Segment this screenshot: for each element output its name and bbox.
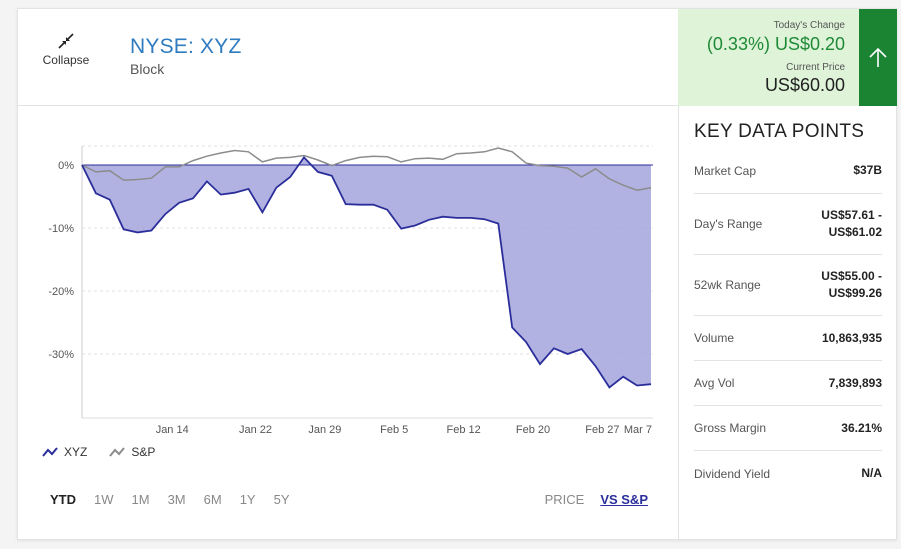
kdp-value: 7,839,893 bbox=[828, 375, 882, 390]
kdp-label: Dividend Yield bbox=[694, 466, 771, 481]
kdp-value: 36.21% bbox=[841, 420, 882, 435]
performance-chart: 0% -10% -20% -30% Jan 14 Jan 22 Jan 29 Feb 5 Feb… bbox=[48, 145, 653, 436]
y-tick-label: -20% bbox=[48, 286, 74, 298]
range-3m[interactable]: 3M bbox=[167, 492, 186, 507]
kdp-value: N/A bbox=[861, 466, 882, 480]
y-tick-label: -30% bbox=[48, 349, 74, 361]
legend-sp-label: S&P bbox=[131, 445, 156, 459]
legend-item-sp: S&P bbox=[109, 445, 155, 459]
x-tick-label: Feb 5 bbox=[380, 424, 408, 436]
stock-header: Collapse NYSE: XYZ Block bbox=[18, 9, 678, 106]
arrow-up-icon bbox=[869, 47, 887, 67]
x-tick-label: Feb 12 bbox=[447, 424, 481, 436]
kdp-label: Volume bbox=[694, 331, 735, 345]
kdp-label: Gross Margin bbox=[694, 421, 767, 435]
ticker-symbol: NYSE: XYZ bbox=[130, 35, 242, 58]
kdp-value: US$57.61 - US$61.02 bbox=[821, 208, 882, 239]
x-tick-label: Mar 7 bbox=[624, 424, 652, 436]
todays-change-value: (0.33%) US$0.20 bbox=[706, 34, 845, 54]
kdp-row-gross-margin: Gross Margin 36.21% bbox=[694, 406, 882, 451]
xyz-series-line bbox=[81, 155, 652, 389]
x-tick-label: Feb 20 bbox=[516, 424, 550, 436]
range-1w[interactable]: 1W bbox=[94, 492, 114, 507]
legend-sp-icon bbox=[109, 447, 126, 457]
current-price-label: Current Price bbox=[786, 62, 845, 73]
range-5y[interactable]: 5Y bbox=[273, 492, 290, 507]
y-tick-label: -10% bbox=[48, 223, 74, 235]
range-6m[interactable]: 6M bbox=[203, 492, 222, 507]
kdp-row-52wk-range: 52wk Range US$55.00 - US$99.26 bbox=[694, 255, 882, 316]
company-name: Block bbox=[130, 61, 165, 77]
mode-price[interactable]: PRICE bbox=[544, 492, 585, 507]
key-data-points: KEY DATA POINTS Market Cap $37B Day's Ra… bbox=[678, 106, 897, 541]
kdp-row-days-range: Day's Range US$57.61 - US$61.02 bbox=[694, 194, 882, 255]
chart-mode-selector: PRICE VS S&P bbox=[529, 492, 648, 507]
todays-change-panel: Today's Change (0.33%) US$0.20 Current P… bbox=[678, 9, 859, 106]
collapse-label: Collapse bbox=[42, 53, 90, 67]
collapse-icon bbox=[58, 33, 74, 49]
kdp-value: 10,863,935 bbox=[821, 330, 882, 345]
kdp-label: Day's Range bbox=[694, 217, 763, 231]
kdp-row-avg-vol: Avg Vol 7,839,893 bbox=[694, 361, 882, 406]
todays-change-label: Today's Change bbox=[773, 20, 845, 31]
kdp-row-market-cap: Market Cap $37B bbox=[694, 148, 882, 194]
x-tick-label: Jan 29 bbox=[308, 424, 341, 436]
stock-card: Collapse NYSE: XYZ Block Today's Change … bbox=[17, 8, 897, 541]
kdp-value: $37B bbox=[853, 163, 882, 177]
key-data-title: KEY DATA POINTS bbox=[694, 121, 865, 142]
x-tick-label: Jan 22 bbox=[239, 424, 272, 436]
x-tick-label: Feb 27 bbox=[585, 424, 619, 436]
collapse-button[interactable]: Collapse bbox=[36, 31, 96, 81]
range-1m[interactable]: 1M bbox=[131, 492, 150, 507]
legend-item-xyz: XYZ bbox=[42, 445, 87, 459]
xyz-area bbox=[82, 157, 651, 388]
range-ytd[interactable]: YTD bbox=[50, 492, 76, 507]
chart-legend: XYZ S&P bbox=[42, 445, 155, 459]
kdp-label: Market Cap bbox=[694, 163, 757, 178]
y-tick-label: 0% bbox=[58, 160, 74, 172]
current-price-value: US$60.00 bbox=[764, 75, 845, 95]
mode-vs-sp[interactable]: VS S&P bbox=[600, 492, 648, 507]
chart-area: 0% -10% -20% -30% Jan 14 Jan 22 Jan 29 Feb 5 Feb… bbox=[18, 106, 678, 541]
range-1y[interactable]: 1Y bbox=[239, 492, 256, 507]
kdp-label: 52wk Range bbox=[694, 278, 761, 292]
legend-xyz-icon bbox=[42, 447, 58, 457]
price-direction-indicator bbox=[859, 9, 897, 106]
range-selector: YTD 1W 1M 3M 6M 1Y 5Y bbox=[50, 492, 308, 507]
kdp-value: US$55.00 - US$99.26 bbox=[821, 269, 882, 300]
legend-xyz-label: XYZ bbox=[64, 445, 88, 459]
sp-series-line bbox=[81, 147, 652, 191]
x-tick-label: Jan 14 bbox=[156, 424, 189, 436]
kdp-row-dividend-yield: Dividend Yield N/A bbox=[694, 451, 882, 496]
kdp-row-volume: Volume 10,863,935 bbox=[694, 316, 882, 361]
kdp-label: Avg Vol bbox=[694, 376, 735, 390]
